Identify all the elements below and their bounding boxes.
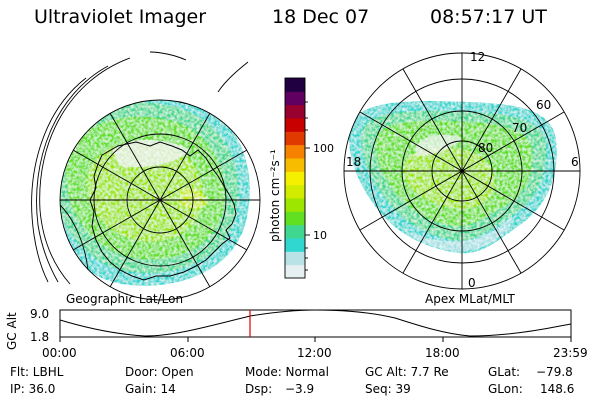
colorbar-tick-100: 100	[313, 142, 334, 155]
colorbar-segment	[285, 224, 305, 239]
date-label: 18 Dec 07	[272, 6, 370, 28]
colorbar-segment	[285, 171, 305, 186]
colorbar-segment	[285, 211, 305, 226]
seq-info: Seq: 39	[365, 382, 411, 396]
colorbar-segment	[285, 238, 305, 252]
dsp-label: Dsp:	[245, 382, 273, 396]
altitude-ylabel: GC Alt	[5, 312, 19, 350]
time-tick-1200: 12:00	[297, 346, 332, 360]
apex-caption: Apex MLat/MLT	[425, 292, 515, 306]
mlt-label-18: 18	[346, 155, 361, 169]
colorbar-segment	[285, 158, 305, 172]
colorbar-segment	[285, 264, 305, 279]
colorbar-segment	[285, 78, 305, 92]
time-label: 08:57:17 UT	[430, 6, 547, 28]
apex-image: 12 18 6 0 60 70 80	[343, 50, 581, 290]
colorbar-segment	[285, 144, 305, 159]
mode-info: Mode: Normal	[245, 365, 329, 379]
colorbar-tick-10: 10	[313, 229, 327, 242]
glat-label: GLat:	[488, 365, 521, 379]
door-info: Door: Open	[125, 365, 194, 379]
gc-alt-info: GC Alt: 7.7 Re	[365, 365, 449, 379]
mlt-label-0: 0	[468, 276, 476, 290]
altitude-plot: Geographic Lat/Lon Apex MLat/MLT GC Alt …	[5, 292, 572, 350]
colorbar-units: photon cm⁻²s⁻¹	[268, 149, 282, 242]
colorbar-segment	[285, 118, 305, 132]
apex-grid	[343, 52, 581, 290]
geo-grid	[60, 112, 260, 288]
mlt-label-6: 6	[571, 155, 579, 169]
dsp-value: −3.9	[285, 382, 315, 396]
colorbar-segment	[285, 184, 305, 199]
colorbar-segment	[285, 104, 305, 119]
mlt-label-12: 12	[470, 50, 485, 64]
colorbar-segment	[285, 251, 305, 266]
colorbar-segment	[285, 131, 305, 146]
time-tick-0000: 00:00	[42, 346, 77, 360]
geo-projection-arcs	[31, 51, 249, 285]
time-tick-1800: 18:00	[425, 346, 460, 360]
geographic-image	[31, 51, 261, 301]
glat-value: −79.8	[536, 365, 573, 379]
time-tick-2359: 23:59	[553, 346, 588, 360]
instrument-title: Ultraviolet Imager	[34, 6, 207, 28]
geographic-caption: Geographic Lat/Lon	[66, 292, 183, 306]
colorbar-segment	[285, 198, 305, 212]
gain-info: Gain: 14	[125, 382, 176, 396]
ip-info: IP: 36.0	[10, 382, 56, 396]
colorbar-segment	[285, 91, 305, 106]
altitude-curve	[59, 309, 572, 337]
altitude-ytick-low: 1.8	[30, 330, 49, 344]
colorbar: 100 10 photon cm⁻²s⁻¹	[268, 77, 334, 279]
glon-label: GLon:	[488, 382, 523, 396]
mlat-label-60: 60	[536, 98, 551, 112]
altitude-ytick-high: 9.0	[30, 307, 49, 321]
filter-info: Flt: LBHL	[10, 365, 64, 379]
continent-outline	[89, 141, 237, 281]
time-tick-0600: 06:00	[170, 346, 205, 360]
mlat-label-80: 80	[478, 141, 493, 155]
mlat-label-70: 70	[512, 121, 527, 135]
glon-value: 148.6	[540, 382, 575, 396]
